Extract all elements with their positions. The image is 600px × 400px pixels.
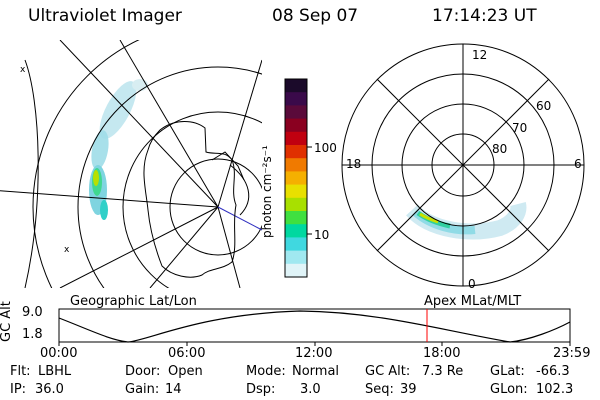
- colorbar-band: [285, 250, 307, 265]
- timeline-y-tick-min: 1.8: [22, 327, 43, 342]
- colorbar-band: [285, 171, 307, 186]
- status-glat-name: GLat:: [490, 364, 525, 379]
- timeline-y-tick-max: 9.0: [22, 305, 43, 320]
- colorbar-tick-10: 10: [314, 228, 330, 242]
- timeline-x-tick-1: 06:00: [168, 346, 206, 361]
- status-gain-value: 14: [165, 382, 182, 397]
- right-map-label: Apex MLat/MLT: [424, 294, 522, 309]
- colorbar-band: [285, 118, 307, 133]
- status-ip-value: 36.0: [35, 382, 64, 397]
- colorbar-band: [285, 131, 307, 146]
- status-gcalt-value: 7.3 Re: [422, 364, 464, 379]
- colorbar-band: [285, 263, 307, 278]
- colorbar-band: [285, 79, 307, 93]
- status-glon-value: 102.3: [536, 382, 574, 397]
- marker-x-left: x: [64, 245, 70, 255]
- colorbar-band: [285, 211, 307, 225]
- timeline-x-tick-2: 12:00: [295, 346, 333, 361]
- status-mode-value: Normal: [292, 364, 340, 379]
- mlt-label-6: 6: [574, 157, 582, 171]
- colorbar-band: [285, 145, 307, 159]
- date-label: 08 Sep 07: [272, 6, 359, 26]
- aurora-emission-right: [406, 202, 527, 240]
- timeline-x-tick-3: 18:00: [423, 346, 461, 361]
- mlt-label-12: 12: [472, 48, 488, 62]
- lat-label-70: 70: [512, 121, 528, 135]
- colorbar-band: [285, 197, 307, 212]
- timeline-x-tick-0: 00:00: [40, 346, 78, 361]
- colorbar-tick-100: 100: [314, 141, 337, 155]
- status-mode-name: Mode:: [246, 364, 286, 379]
- status-dsp-name: Dsp:: [246, 382, 276, 397]
- colorbar-band: [285, 105, 307, 120]
- status-gcalt-name: GC Alt:: [365, 364, 411, 379]
- time-label: 17:14:23 UT: [432, 6, 537, 26]
- status-door-value: Open: [168, 364, 203, 379]
- colorbar-band: [285, 158, 307, 172]
- timeline-x-tick-4: 23:59: [553, 346, 591, 361]
- colorbar-band: [285, 184, 307, 199]
- mlt-label-18: 18: [346, 157, 362, 171]
- lat-label-80: 80: [492, 142, 508, 156]
- status-glat-value: -66.3: [536, 364, 570, 379]
- status-glon-name: GLon:: [490, 382, 528, 397]
- colorbar-band: [285, 237, 307, 252]
- marker-x-top: x: [20, 65, 26, 75]
- mlt-label-0: 0: [468, 277, 476, 291]
- status-seq-value: 39: [400, 382, 417, 397]
- status-dsp-value: 3.0: [300, 382, 321, 397]
- left-map-label: Geographic Lat/Lon: [70, 294, 197, 309]
- colorbar-band: [285, 92, 307, 106]
- status-flt-value: LBHL: [38, 364, 72, 379]
- colorbar-band: [285, 224, 307, 238]
- status-seq-name: Seq:: [365, 382, 394, 397]
- aurora-emission-left: [89, 79, 148, 220]
- status-gain-name: Gain:: [125, 382, 160, 397]
- timeline-yaxis-label: GC Alt: [0, 301, 14, 342]
- status-flt-name: Flt:: [10, 364, 31, 379]
- instrument-title: Ultraviolet Imager: [28, 6, 182, 26]
- status-door-name: Door:: [125, 364, 161, 379]
- lat-label-60: 60: [536, 99, 552, 113]
- status-ip-name: IP:: [10, 382, 27, 397]
